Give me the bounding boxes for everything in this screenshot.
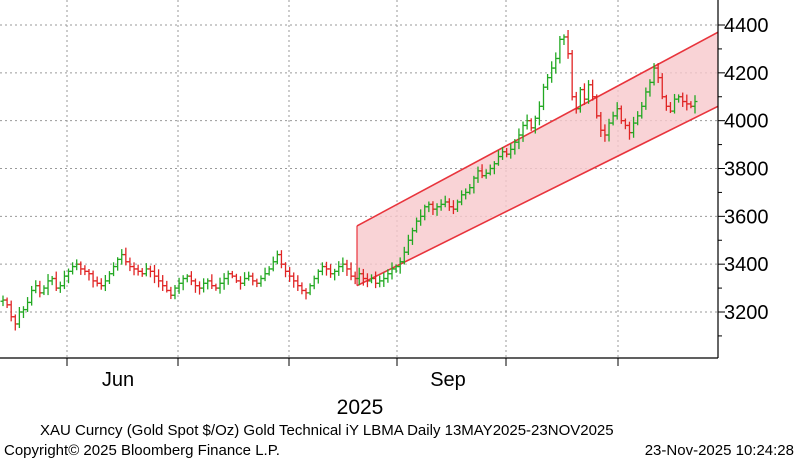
channel-fill bbox=[357, 32, 718, 286]
candle bbox=[123, 247, 129, 266]
candle bbox=[287, 267, 293, 282]
candle bbox=[12, 314, 18, 331]
candle bbox=[205, 278, 211, 290]
candle bbox=[37, 280, 43, 298]
candle bbox=[135, 264, 141, 276]
timestamp-text: 23-Nov-2025 10:24:28 bbox=[644, 442, 794, 459]
candle bbox=[221, 273, 227, 290]
candle bbox=[172, 285, 178, 300]
candle bbox=[344, 259, 350, 276]
candle bbox=[209, 274, 215, 289]
candle bbox=[274, 250, 280, 265]
candle bbox=[328, 264, 334, 278]
axes: 3200 3400 3600 3800 4000 4200 4400 Jun Sep bbox=[0, 0, 769, 391]
candle bbox=[29, 285, 35, 306]
candle bbox=[184, 274, 190, 283]
candle bbox=[168, 286, 174, 300]
candle bbox=[45, 274, 51, 296]
candle bbox=[0, 295, 6, 307]
candle bbox=[348, 262, 354, 281]
candle bbox=[57, 281, 63, 293]
candle bbox=[49, 275, 55, 286]
candle bbox=[549, 61, 555, 83]
candle bbox=[106, 271, 112, 284]
candle bbox=[250, 272, 256, 286]
trend-channel bbox=[356, 31, 719, 287]
candle bbox=[180, 275, 186, 291]
candle bbox=[25, 297, 31, 312]
candle bbox=[188, 271, 194, 286]
candle bbox=[33, 280, 39, 294]
x-tick-label: Jun bbox=[102, 369, 134, 391]
candle bbox=[569, 50, 575, 101]
candle bbox=[381, 272, 387, 287]
candle bbox=[262, 267, 268, 282]
chart-caption: XAU Curncy (Gold Spot $/Oz) Gold Technic… bbox=[40, 422, 614, 439]
candle bbox=[201, 278, 207, 293]
candle bbox=[553, 52, 559, 74]
candle bbox=[98, 278, 104, 290]
y-tick-label: 4200 bbox=[724, 63, 769, 85]
candle bbox=[217, 277, 223, 294]
candle bbox=[86, 269, 92, 281]
candle bbox=[152, 264, 158, 284]
y-tick-label: 3400 bbox=[724, 254, 769, 276]
candle bbox=[94, 276, 100, 287]
candle bbox=[581, 83, 587, 105]
candle bbox=[258, 275, 264, 287]
candle bbox=[299, 282, 305, 295]
candle bbox=[41, 285, 47, 296]
y-tick-label: 3600 bbox=[724, 206, 769, 228]
candle bbox=[332, 268, 338, 281]
candle bbox=[311, 275, 317, 290]
candle bbox=[143, 263, 149, 277]
candle bbox=[61, 270, 67, 290]
candle bbox=[590, 79, 596, 101]
candle bbox=[156, 269, 162, 288]
candle bbox=[524, 114, 530, 130]
candle bbox=[160, 275, 166, 291]
candle bbox=[291, 272, 297, 288]
y-tick-label: 3800 bbox=[724, 159, 769, 181]
candle bbox=[545, 74, 551, 90]
candle bbox=[16, 306, 22, 329]
candle bbox=[82, 265, 88, 276]
candle bbox=[557, 35, 563, 64]
candle bbox=[8, 300, 14, 322]
candle bbox=[213, 283, 219, 291]
candle bbox=[303, 288, 309, 300]
candle bbox=[78, 261, 84, 275]
candle bbox=[295, 275, 301, 291]
candle bbox=[229, 270, 235, 279]
y-tick-label: 3200 bbox=[724, 302, 769, 324]
candle bbox=[90, 270, 96, 288]
candle bbox=[266, 266, 272, 276]
gridlines bbox=[0, 0, 718, 358]
candle bbox=[233, 273, 239, 283]
candle bbox=[528, 118, 534, 131]
candle bbox=[176, 277, 182, 294]
chart: 3200 3400 3600 3800 4000 4200 4400 Jun Sep 2025 bbox=[0, 0, 769, 419]
channel-lower-line bbox=[356, 105, 719, 287]
candle bbox=[283, 262, 289, 278]
x-tick-label: Sep bbox=[430, 369, 466, 391]
candle bbox=[561, 34, 567, 45]
candle bbox=[565, 29, 571, 59]
candle bbox=[536, 101, 542, 126]
copyright-text: Copyright© 2025 Bloomberg Finance L.P. bbox=[4, 442, 280, 459]
candle bbox=[278, 250, 284, 269]
candle bbox=[102, 275, 108, 292]
y-tick-label: 4400 bbox=[724, 15, 769, 37]
candle bbox=[336, 261, 342, 276]
y-tick-label: 4000 bbox=[724, 111, 769, 133]
year-label: 2025 bbox=[337, 396, 384, 419]
price-candles bbox=[0, 29, 698, 331]
candle bbox=[692, 95, 698, 114]
candle bbox=[119, 249, 125, 265]
candle bbox=[225, 270, 231, 285]
candle bbox=[4, 297, 10, 309]
candle bbox=[139, 268, 145, 277]
